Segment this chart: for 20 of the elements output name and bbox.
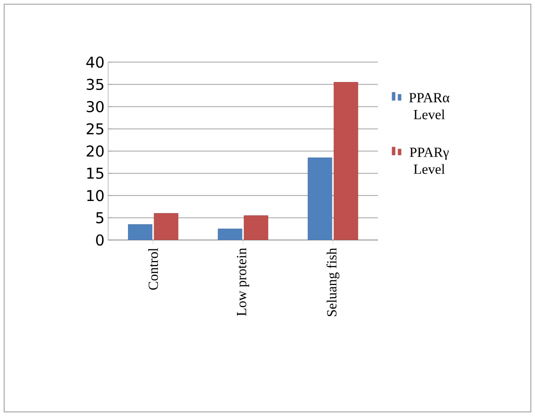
bar <box>128 224 152 240</box>
y-tick-label: 10 <box>87 190 104 202</box>
y-tick-label: 15 <box>87 168 104 179</box>
bar <box>244 215 268 240</box>
bar <box>218 228 242 240</box>
legend-label: PPARγ Level <box>410 148 449 174</box>
y-tick-label: 0 <box>96 234 104 246</box>
y-tick-label: 20 <box>86 145 104 157</box>
bar <box>154 213 178 240</box>
x-tick-label: Seluang fish <box>326 248 340 316</box>
y-tick-label: 40 <box>86 56 104 68</box>
y-tick-label: 30 <box>86 100 104 112</box>
legend-label: PPARα Level <box>409 92 450 120</box>
bar <box>308 158 332 240</box>
y-tick-label: 5 <box>96 212 104 224</box>
y-tick-label: 25 <box>86 123 104 134</box>
x-tick-label: Control <box>148 248 158 290</box>
x-tick-label: Low protein <box>236 248 250 316</box>
bar <box>334 82 358 240</box>
y-tick-label: 35 <box>86 78 104 90</box>
